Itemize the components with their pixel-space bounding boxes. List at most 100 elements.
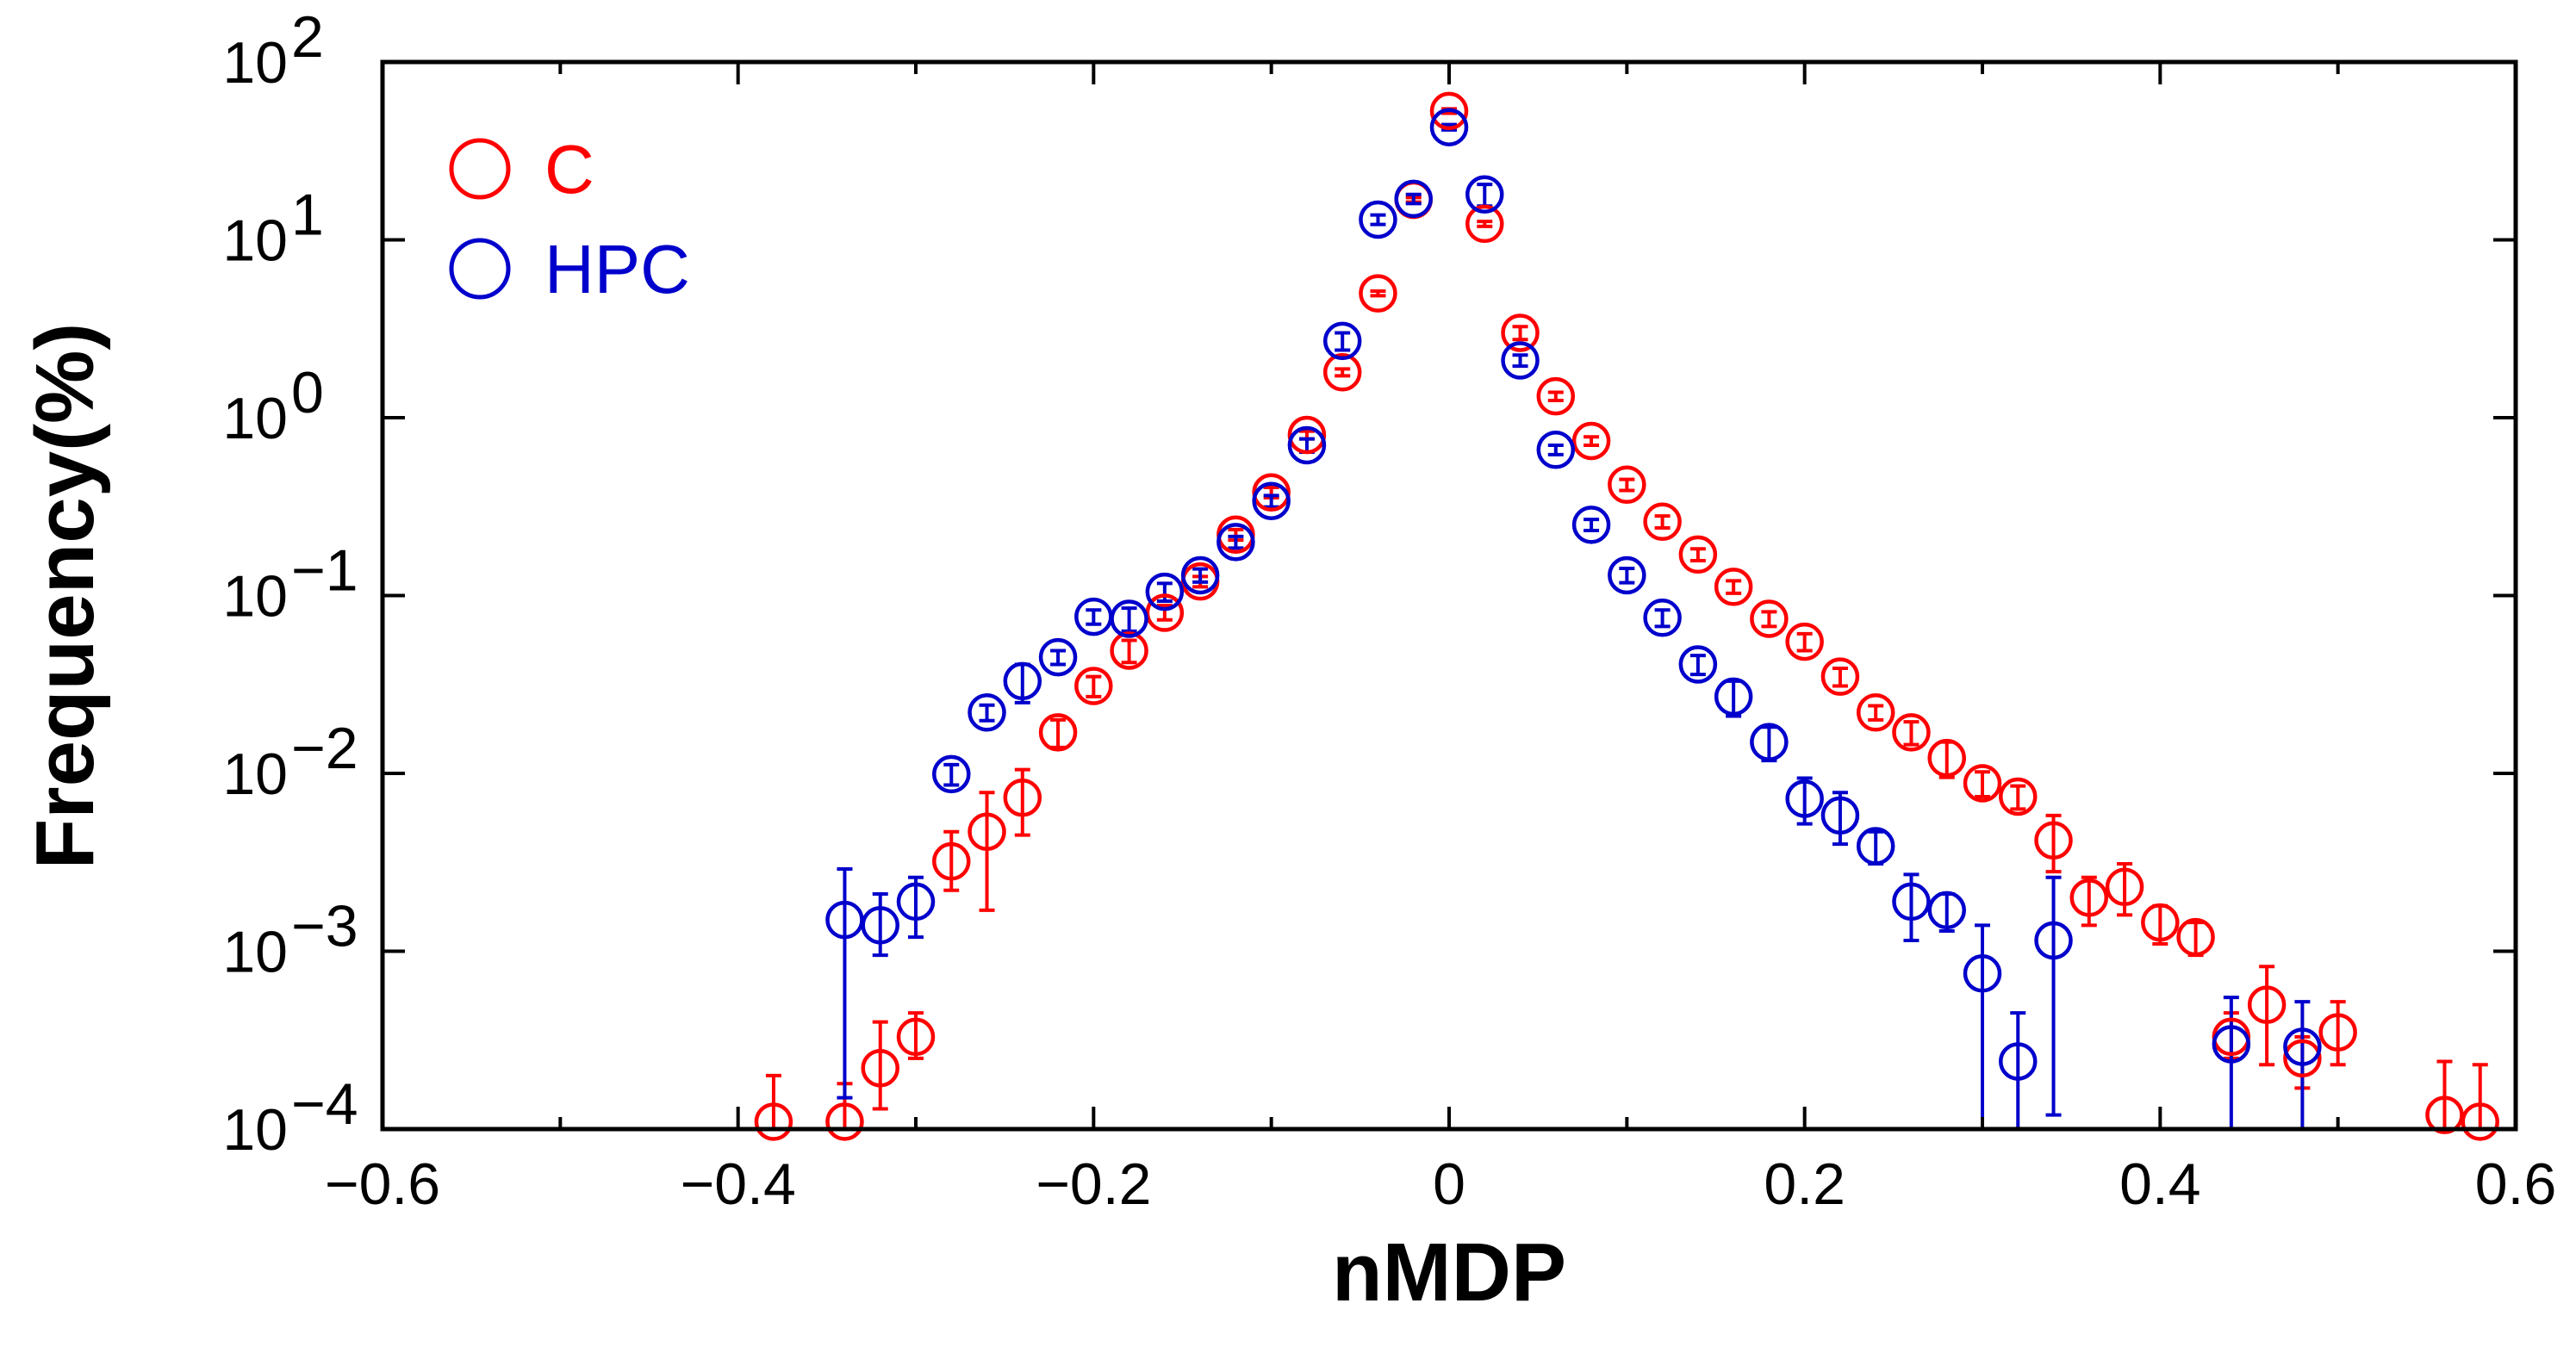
marker-c [1571, 421, 1611, 461]
marker-c [2461, 1102, 2499, 1141]
plot-frame [380, 59, 2518, 1132]
marker-hpc [1785, 779, 1824, 818]
marker-c [1287, 415, 1327, 455]
marker-hpc [1110, 599, 1148, 638]
marker-hpc [1429, 108, 1469, 146]
marker-c [2105, 867, 2144, 907]
x-tick-label: −0.4 [681, 1151, 796, 1217]
marker-hpc [1003, 661, 1042, 701]
y-tick-exponent: −2 [291, 716, 358, 781]
marker-hpc [1359, 200, 1397, 239]
y-tick-label: 10 [222, 1097, 288, 1163]
marker-hpc [1856, 827, 1895, 866]
marker-c [1892, 713, 1931, 752]
y-tick-label: 10 [222, 208, 288, 274]
legend-label-c: C [544, 131, 594, 208]
x-tick-label: −0.2 [1036, 1151, 1151, 1217]
marker-hpc [1252, 481, 1291, 520]
marker-c [1074, 667, 1113, 705]
marker-hpc [1180, 555, 1220, 595]
marker-c [2069, 878, 2109, 917]
marker-hpc [968, 693, 1006, 732]
marker-hpc [2283, 1027, 2322, 1066]
x-tick-label: 0.6 [2475, 1151, 2557, 1217]
markers-layer [754, 91, 2499, 1141]
marker-c [1999, 777, 2038, 816]
marker-hpc [896, 882, 936, 922]
marker-c [754, 1102, 793, 1141]
y-tick-exponent: −4 [291, 1071, 358, 1137]
marker-hpc [1145, 572, 1185, 611]
marker-hpc [1394, 179, 1433, 219]
y-tick-exponent: −3 [291, 894, 358, 959]
x-tick-label: 0.2 [1764, 1151, 1845, 1217]
y-tick-exponent: −1 [291, 538, 358, 604]
marker-c [1110, 631, 1148, 670]
marker-hpc [861, 906, 899, 945]
marker-hpc [1678, 645, 1718, 684]
marker-c [896, 1017, 936, 1057]
marker-c [1608, 465, 1646, 505]
marker-c [1359, 274, 1397, 313]
marker-c [1429, 91, 1469, 131]
marker-c [2318, 1013, 2357, 1052]
marker-c [1820, 657, 1860, 696]
marker-c [2176, 917, 2215, 957]
marker-c [1501, 313, 1540, 352]
marker-hpc [932, 754, 971, 794]
y-tick-label: 10 [222, 742, 288, 807]
marker-c [1038, 713, 1078, 752]
marker-hpc [1963, 954, 2002, 993]
marker-c [825, 1102, 864, 1141]
marker-hpc [2034, 921, 2073, 960]
x-axis-title: nMDP [1332, 1226, 1566, 1319]
y-tick-label: 10 [222, 386, 288, 451]
marker-c [1643, 502, 1682, 542]
marker-hpc [1750, 723, 1789, 761]
marker-hpc [1536, 431, 1576, 469]
marker-c [1927, 738, 1966, 778]
marker-hpc [1999, 1042, 2038, 1081]
legend: C HPC [449, 131, 690, 307]
marker-c [1714, 568, 1753, 606]
marker-c [2247, 985, 2287, 1024]
marker-hpc [2212, 1025, 2251, 1064]
marker-c [1003, 778, 1042, 817]
marker-c [2141, 903, 2180, 942]
marker-c [2425, 1095, 2464, 1134]
marker-c [1785, 622, 1824, 661]
marker-c [1678, 535, 1718, 574]
y-tick-label: 10 [222, 920, 288, 985]
marker-hpc [1820, 796, 1860, 835]
marker-c [1856, 693, 1895, 732]
x-tick-label: −0.6 [325, 1151, 440, 1217]
marker-c [932, 841, 971, 881]
marker-c [2034, 821, 2073, 860]
y-tick-exponent: 1 [291, 183, 324, 248]
marker-c [1536, 376, 1576, 416]
legend-marker-hpc [449, 238, 511, 300]
marker-c [861, 1049, 899, 1088]
marker-c [1750, 599, 1789, 638]
x-tick-label: 0.4 [2119, 1151, 2201, 1217]
marker-hpc [1643, 599, 1682, 637]
marker-hpc [1216, 523, 1255, 562]
marker-c [1322, 353, 1362, 392]
ticks-layer [381, 60, 2517, 1131]
y-tick-label: 10 [222, 564, 288, 630]
marker-c [1145, 593, 1185, 632]
marker-hpc [1608, 555, 1646, 595]
x-tick-label: 0 [1433, 1151, 1465, 1217]
error-bars-layer [765, 107, 2488, 1131]
marker-hpc [1714, 677, 1753, 717]
marker-c [1465, 204, 1504, 244]
marker-hpc [1571, 506, 1611, 544]
y-tick-exponent: 2 [291, 4, 324, 70]
legend-label-hpc: HPC [544, 231, 690, 307]
marker-hpc [1501, 341, 1540, 380]
marker-hpc [1892, 882, 1931, 922]
marker-hpc [1927, 891, 1966, 930]
x-tick-labels: −0.6 −0.4 −0.2 0 0.2 0.4 0.6 [325, 1151, 2556, 1217]
